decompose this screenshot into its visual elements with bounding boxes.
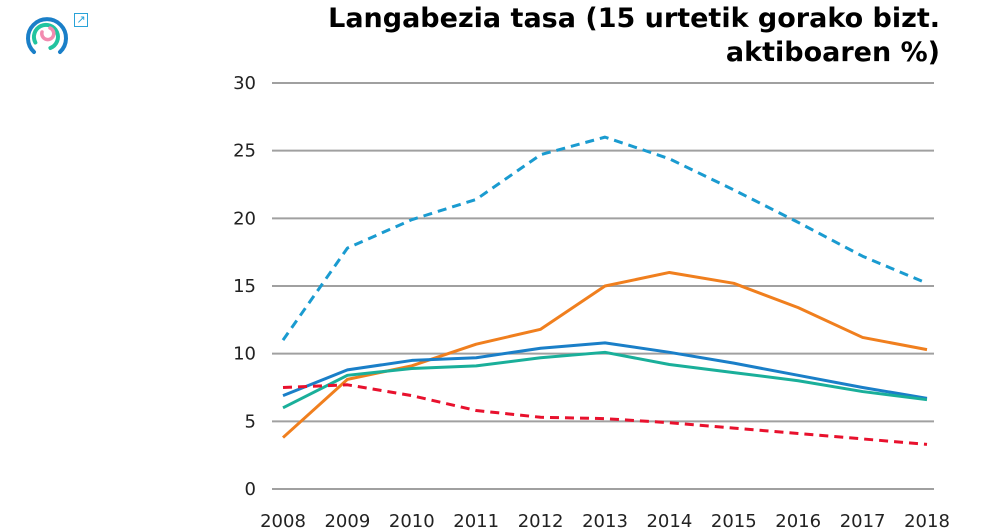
series-line-2 — [281, 270, 928, 439]
x-tick-label: 2013 — [582, 511, 628, 531]
x-tick-label: 2016 — [775, 511, 821, 531]
x-tick-label: 2018 — [904, 511, 950, 531]
y-tick-label: 0 — [245, 479, 256, 500]
external-link-icon[interactable]: ↗ — [74, 13, 88, 27]
chart-title: Langabezia tasa (15 urtetik gorako bizt.… — [240, 2, 940, 70]
series-line-5 — [282, 383, 928, 446]
x-tick-label: 2011 — [453, 511, 499, 531]
x-tick-label: 2014 — [646, 511, 692, 531]
y-tick-label: 30 — [233, 73, 256, 94]
title-line-1: Langabezia tasa (15 urtetik gorako bizt. — [328, 3, 940, 34]
x-tick-label: 2010 — [389, 511, 435, 531]
y-tick-label: 25 — [233, 141, 256, 162]
y-tick-label: 15 — [233, 276, 256, 297]
x-tick-label: 2008 — [260, 511, 306, 531]
x-tick-label: 2009 — [324, 511, 370, 531]
y-tick-label: 20 — [233, 208, 256, 229]
x-tick-label: 2017 — [840, 511, 886, 531]
x-tick-label: 2015 — [711, 511, 757, 531]
y-tick-label: 5 — [245, 411, 256, 432]
logo — [26, 17, 68, 54]
y-tick-label: 10 — [233, 344, 256, 365]
title-line-2: aktiboaren %) — [725, 37, 940, 68]
x-tick-label: 2012 — [518, 511, 564, 531]
series-line-1 — [281, 135, 928, 341]
series-line-4 — [282, 350, 928, 410]
series-line-3 — [282, 341, 928, 400]
